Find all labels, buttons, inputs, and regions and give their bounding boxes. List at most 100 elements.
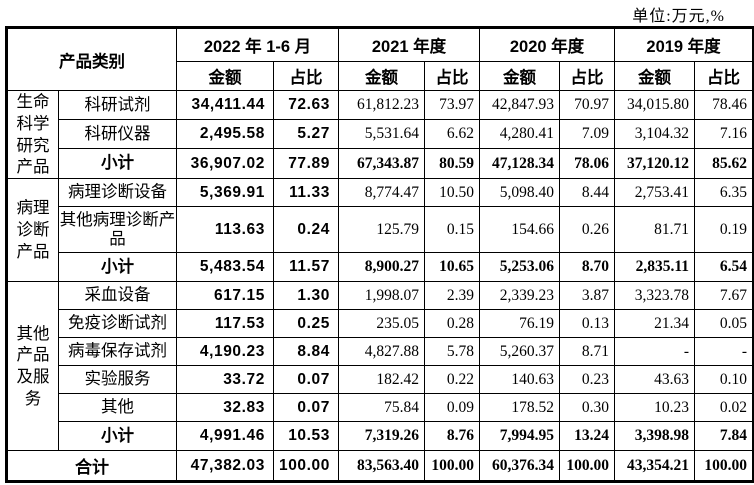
cell-ratio-2022h1: 100.00: [273, 450, 339, 483]
cell-amount-2019: 21.34: [614, 309, 696, 339]
total-label: 合计: [6, 450, 177, 483]
cell-ratio-2020: 8.70: [559, 252, 616, 283]
cell-ratio-2020: 0.23: [559, 365, 616, 395]
cell-ratio-2021: 2.39: [423, 281, 481, 311]
cell-ratio-2019: 0.10: [694, 365, 754, 395]
cell-ratio-2022h1: 8.84: [273, 337, 339, 367]
group-label-2: 其他 产品 及服 务: [6, 281, 59, 452]
header-ratio-2021: 占比: [423, 61, 481, 91]
cell-ratio-2019: 7.84: [694, 421, 754, 452]
cell-ratio-2020: 8.44: [559, 178, 616, 208]
cell-amount-2019: 37,120.12: [614, 147, 696, 180]
cell-amount-2022h1: 5,483.54: [176, 252, 274, 283]
cell-amount-2019: 3,323.78: [614, 281, 696, 311]
cell-amount-2019: 3,104.32: [614, 119, 696, 149]
header-period-2019: 2019 年度: [614, 27, 754, 62]
cell-ratio-2020: 0.26: [559, 206, 616, 254]
group-label-1: 病理 诊断 产品: [6, 178, 59, 283]
cell-ratio-2022h1: 5.27: [273, 119, 339, 149]
cell-ratio-2019: 78.46: [694, 90, 754, 120]
cell-ratio-2022h1: 11.33: [273, 178, 339, 208]
cell-amount-2021: 4,827.88: [338, 337, 425, 367]
cell-ratio-2019: 85.62: [694, 147, 754, 180]
cell-ratio-2021: 0.09: [423, 393, 481, 423]
cell-amount-2020: 2,339.23: [479, 281, 561, 311]
cell-amount-2022h1: 113.63: [176, 206, 274, 254]
cell-amount-2021: 1,998.07: [338, 281, 425, 311]
cell-amount-2020: 5,253.06: [479, 252, 561, 283]
cell-ratio-2020: 7.09: [559, 119, 616, 149]
cell-amount-2021: 182.42: [338, 365, 425, 395]
cell-amount-2022h1: 2,495.58: [176, 119, 274, 149]
cell-ratio-2021: 0.22: [423, 365, 481, 395]
cell-amount-2021: 61,812.23: [338, 90, 425, 120]
table-row: 免疫诊断试剂 117.53 0.25 235.05 0.28 76.19 0.13 21.34…: [7, 309, 754, 339]
header-ratio-2020: 占比: [559, 61, 616, 91]
cell-amount-2021: 125.79: [338, 206, 425, 254]
row-label: 病毒保存试剂: [58, 337, 177, 367]
cell-amount-2022h1: 117.53: [176, 309, 274, 339]
cell-ratio-2019: 6.35: [694, 178, 754, 208]
cell-amount-2020: 7,994.95: [479, 421, 561, 452]
row-label: 其他: [58, 393, 177, 423]
cell-amount-2022h1: 32.83: [176, 393, 274, 423]
cell-amount-2021: 5,531.64: [338, 119, 425, 149]
header-ratio-2022h1: 占比: [273, 61, 339, 91]
cell-ratio-2022h1: 10.53: [273, 421, 339, 452]
cell-amount-2021: 67,343.87: [338, 147, 425, 180]
cell-amount-2019: 43,354.21: [614, 450, 696, 483]
row-label: 科研试剂: [58, 90, 177, 120]
unit-label: 单位:万元,%: [632, 8, 725, 25]
cell-ratio-2020: 0.13: [559, 309, 616, 339]
cell-amount-2022h1: 5,369.91: [176, 178, 274, 208]
cell-ratio-2022h1: 77.89: [273, 147, 339, 180]
cell-amount-2019: 81.71: [614, 206, 696, 254]
cell-ratio-2020: 0.30: [559, 393, 616, 423]
cell-ratio-2021: 80.59: [423, 147, 481, 180]
table-row: 生命 科学 研究 产品 科研试剂 34,411.44 72.63 61,812.23 73…: [6, 89, 754, 180]
cell-amount-2019: 10.23: [614, 393, 696, 423]
cell-ratio-2021: 100.00: [423, 450, 481, 483]
row-label: 实验服务: [58, 365, 177, 395]
cell-ratio-2021: 10.50: [423, 178, 481, 208]
cell-amount-2020: 47,128.34: [479, 147, 561, 180]
header-amount-2019: 金额: [614, 61, 696, 91]
table-header: 产品类别 2022 年 1-6 月 2021 年度 2020 年度 2019 年…: [6, 27, 754, 91]
cell-ratio-2021: 0.28: [423, 309, 481, 339]
cell-amount-2019: 43.63: [614, 365, 696, 395]
total-row: 合计 47,382.03 100.00 83,563.40 100.00 60,376.3…: [6, 450, 754, 483]
cell-amount-2020: 140.63: [479, 365, 561, 395]
header-period-2022h1: 2022 年 1-6 月: [176, 27, 339, 62]
cell-ratio-2022h1: 0.07: [273, 393, 339, 423]
cell-amount-2022h1: 4,991.46: [176, 421, 274, 452]
cell-amount-2022h1: 617.15: [176, 281, 274, 311]
header-amount-2020: 金额: [479, 61, 561, 91]
cell-amount-2022h1: 47,382.03: [176, 450, 274, 483]
revenue-by-product-table: 产品类别 2022 年 1-6 月 2021 年度 2020 年度 2019 年…: [5, 26, 754, 484]
header-amount-2022h1: 金额: [176, 61, 274, 91]
table-row: 科研仪器 2,495.58 5.27 5,531.64 6.62 4,280.41 7.09…: [7, 119, 754, 149]
row-label: 科研仪器: [58, 119, 177, 149]
cell-amount-2020: 5,098.40: [479, 178, 561, 208]
subtotal-label: 小计: [58, 252, 177, 283]
cell-ratio-2021: 73.97: [423, 90, 481, 120]
table-row: 小计 4,991.46 10.53 7,319.26 8.76 7,994.95 13.24…: [7, 421, 754, 452]
cell-ratio-2019: 7.67: [694, 281, 754, 311]
cell-ratio-2019: 6.54: [694, 252, 754, 283]
cell-amount-2019: 34,015.80: [614, 90, 696, 120]
row-label: 病理诊断设备: [58, 178, 177, 208]
cell-amount-2020: 4,280.41: [479, 119, 561, 149]
cell-ratio-2020: 78.06: [559, 147, 616, 180]
cell-amount-2021: 8,774.47: [338, 178, 425, 208]
cell-ratio-2020: 8.71: [559, 337, 616, 367]
cell-ratio-2022h1: 72.63: [273, 90, 339, 120]
row-label: 采血设备: [58, 281, 177, 311]
cell-amount-2021: 83,563.40: [338, 450, 425, 483]
cell-ratio-2019: 7.16: [694, 119, 754, 149]
header-amount-2021: 金额: [338, 61, 425, 91]
cell-amount-2022h1: 33.72: [176, 365, 274, 395]
cell-ratio-2019: 0.02: [694, 393, 754, 423]
cell-ratio-2021: 5.78: [423, 337, 481, 367]
cell-amount-2021: 7,319.26: [338, 421, 425, 452]
table-row: 小计 36,907.02 77.89 67,343.87 80.59 47,128.34 7…: [7, 147, 754, 180]
